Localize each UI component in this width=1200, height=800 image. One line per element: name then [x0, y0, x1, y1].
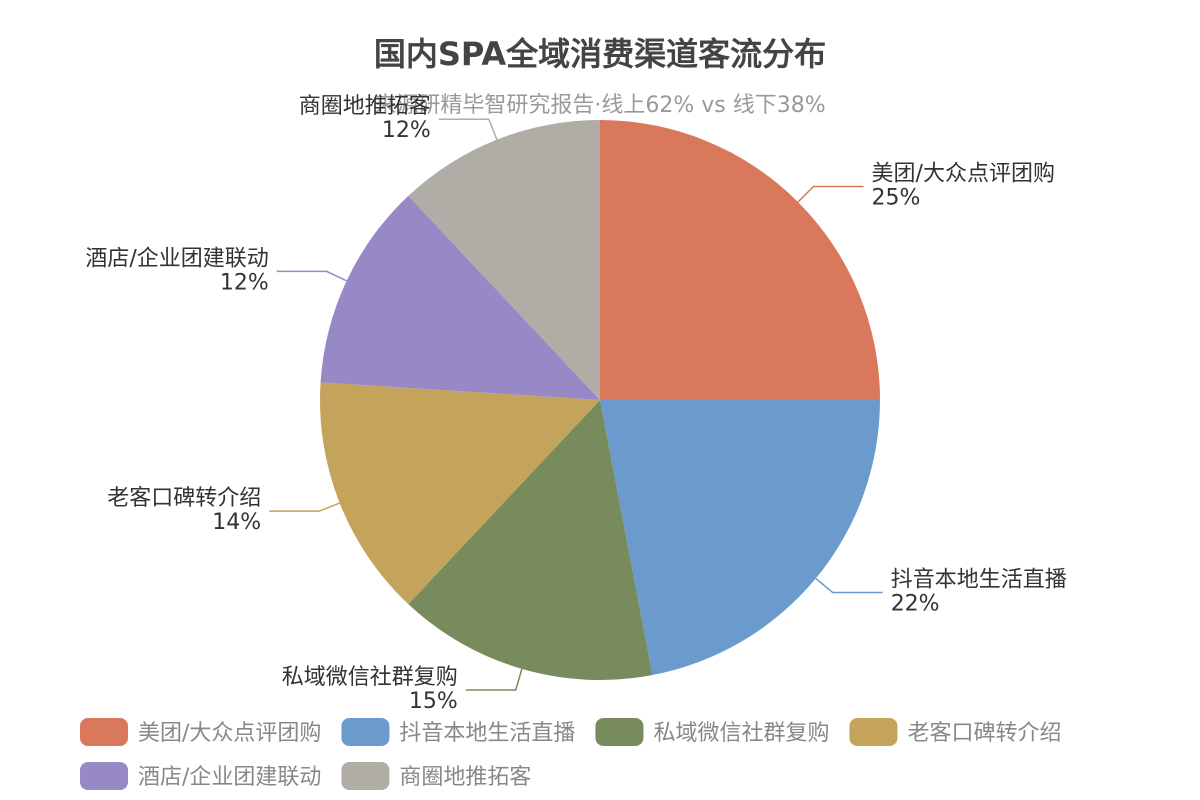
leader-line	[797, 185, 864, 203]
slice-value-label: 12%	[382, 118, 431, 143]
pie-slice	[408, 120, 600, 400]
legend-swatch[interactable]	[849, 718, 898, 746]
slice-label: 美团/大众点评团购	[872, 161, 1055, 186]
pie-slice	[319, 382, 600, 605]
slice-label: 私域微信社群复购	[282, 665, 458, 690]
legend-label[interactable]: 美团/大众点评团购	[138, 721, 321, 746]
slice-value-label: 15%	[409, 689, 458, 714]
pie-slice	[408, 400, 653, 680]
legend-swatch[interactable]	[80, 718, 128, 746]
slice-label: 酒店/企业团建联动	[85, 246, 268, 271]
slice-label: 老客口碑转介绍	[107, 486, 261, 511]
legend-label[interactable]: 商圈地推拓客	[399, 765, 531, 790]
chart-subtitle: 来源研精毕智研究报告·线上62% vs 线下38%	[374, 93, 825, 118]
pie-slice	[600, 120, 880, 400]
leader-line	[815, 577, 883, 594]
leader-line	[276, 270, 347, 282]
slice-value-label: 12%	[220, 270, 269, 295]
legend-label[interactable]: 私域微信社群复购	[653, 721, 829, 746]
legend-label[interactable]: 抖音本地生活直播	[399, 721, 575, 746]
legend-swatch[interactable]	[341, 762, 390, 790]
slice-value-label: 14%	[212, 510, 261, 535]
chart-title: 国内SPA全域消费渠道客流分布	[374, 35, 826, 73]
legend-swatch[interactable]	[80, 762, 128, 790]
leader-line	[269, 502, 340, 512]
pie-slice	[600, 400, 881, 676]
slice-label: 抖音本地生活直播	[891, 568, 1067, 593]
legend-swatch[interactable]	[341, 718, 390, 746]
legend-label[interactable]: 酒店/企业团建联动	[138, 765, 321, 790]
legend-label[interactable]: 老客口碑转介绍	[907, 721, 1061, 746]
leader-line	[438, 118, 498, 140]
legend-swatch[interactable]	[595, 718, 644, 746]
leader-line	[465, 668, 523, 691]
slice-value-label: 25%	[872, 185, 921, 210]
pie-slice	[320, 195, 600, 400]
slice-value-label: 22%	[891, 592, 940, 617]
slice-label: 商圈地推拓客	[299, 94, 431, 119]
